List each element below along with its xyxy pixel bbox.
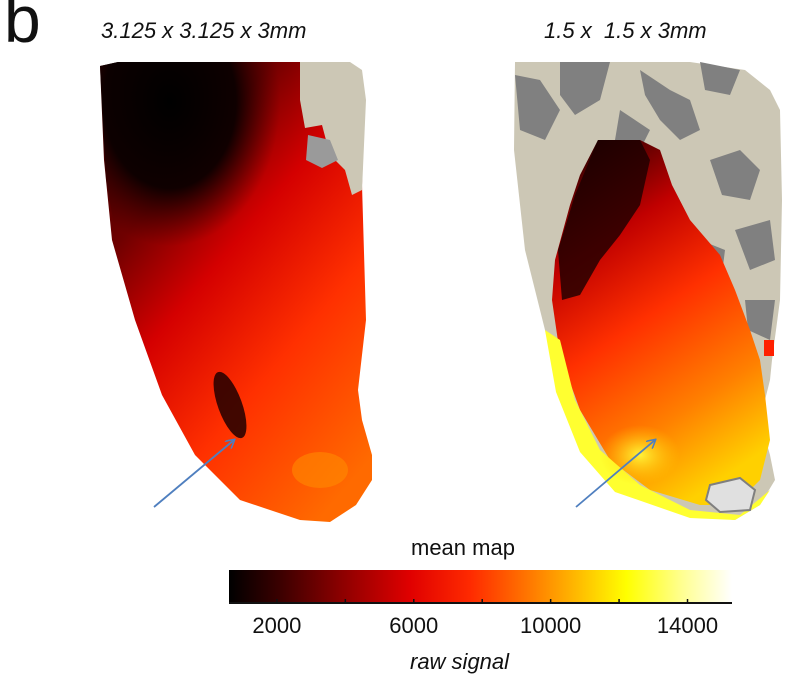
- panel-letter: b: [4, 0, 41, 56]
- right-cortex-red-speck: [764, 340, 774, 356]
- left-cortex-dark-spot: [213, 371, 247, 439]
- left-map-resolution-label: 3.125 x 3.125 x 3mm: [101, 18, 307, 43]
- colorbar: [229, 570, 732, 604]
- right-cortex-yellow-rim: [545, 330, 770, 520]
- left-cortex-map: [100, 62, 372, 522]
- right-cortex-white-patch: [704, 476, 757, 514]
- left-cortex-grey-patch-2: [306, 135, 338, 168]
- right-arrow: [575, 440, 655, 508]
- colorbar-ticks: [276, 599, 689, 603]
- left-cortex-grey-patch: [300, 62, 366, 195]
- colorbar-tick-label: 14000: [656, 613, 719, 638]
- left-cortex-orange-highlight: [292, 452, 348, 488]
- left-arrow: [153, 440, 234, 508]
- left-cortex-dark-region: [100, 62, 300, 325]
- right-cortex-dark-region: [558, 140, 650, 300]
- colorbar-axis-label: raw signal: [410, 649, 510, 674]
- right-cortex-map: [514, 62, 782, 520]
- colorbar-title: mean map: [411, 535, 515, 560]
- right-map-resolution-label: 1.5 x 1.5 x 3mm: [544, 18, 707, 43]
- colorbar-tick-label: 6000: [389, 613, 439, 638]
- colorbar-tick-label: 2000: [252, 613, 302, 638]
- colorbar-tick-label: 10000: [520, 613, 582, 638]
- colorbar-gradient: [229, 570, 732, 603]
